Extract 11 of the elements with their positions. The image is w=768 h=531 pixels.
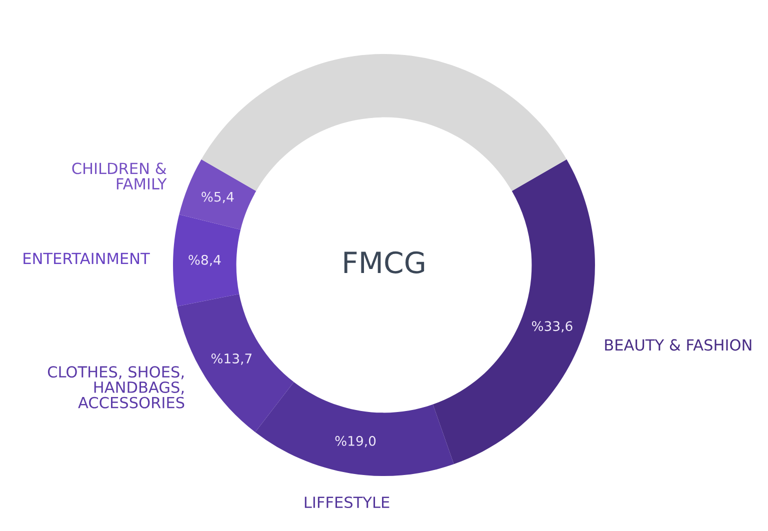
slice-label: CLOTHES, SHOES, HANDBAGS, ACCESSORIES [48, 366, 184, 408]
text: FMCG [344, 251, 424, 274]
slice-label: ENTERTAINMENT [24, 252, 150, 264]
data-label: %19,0 [335, 436, 376, 448]
slice-label: BEAUTY & FASHION [605, 339, 752, 351]
slice-label: CHILDREN & FAMILY [72, 162, 167, 190]
data-label: %13,7 [211, 353, 252, 365]
data-label: %8,4 [188, 254, 221, 266]
slice-label: LIFFESTYLE [304, 496, 390, 508]
data-label: %33,6 [532, 321, 572, 332]
data-label: %5,4 [202, 192, 234, 204]
